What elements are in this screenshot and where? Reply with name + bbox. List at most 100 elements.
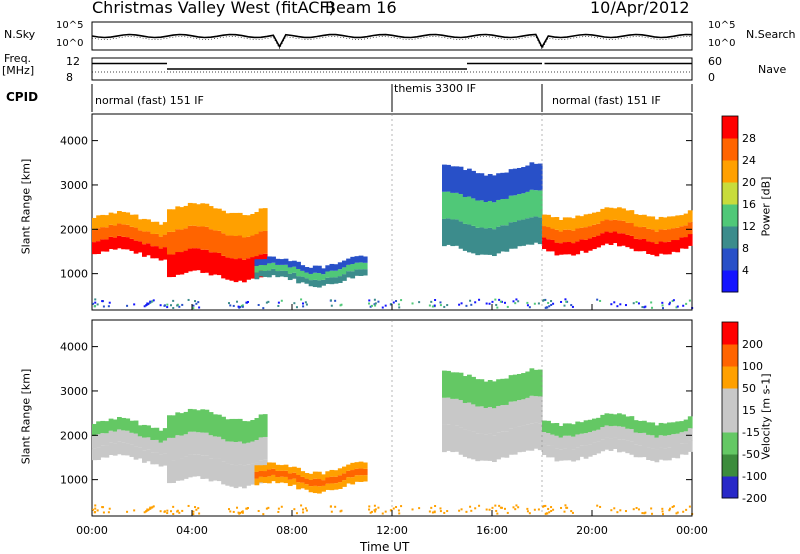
velocity-speckle (547, 507, 550, 510)
power-cell (567, 229, 572, 243)
noise-search-line (91, 36, 693, 50)
velocity-speckle (411, 508, 414, 511)
power-speckle (395, 300, 398, 303)
power-cell (454, 219, 460, 246)
power-cell (617, 207, 622, 221)
velocity-cell (325, 471, 331, 478)
velocity-cell (125, 443, 131, 456)
velocity-cell (529, 423, 535, 451)
velocity-colorbar-tick: 15 (742, 404, 756, 417)
velocity-cell (600, 439, 606, 452)
power-cell (558, 219, 564, 232)
power-cell (671, 228, 676, 241)
power-speckle (241, 304, 244, 307)
power-cell (675, 240, 681, 253)
power-cell (471, 198, 476, 226)
velocity-speckle (613, 507, 616, 510)
velocity-cell (662, 435, 668, 449)
power-cell (671, 240, 676, 252)
power-cell (508, 222, 514, 249)
velocity-cell (296, 474, 301, 483)
velocity-speckle (433, 510, 436, 513)
velocity-cell (633, 420, 639, 433)
power-cell (208, 206, 214, 230)
power-cell (237, 258, 243, 281)
velocity-cell (567, 435, 572, 449)
velocity-speckle (94, 511, 97, 514)
velocity-cell (354, 475, 360, 482)
velocity-cell (475, 433, 481, 462)
power-cell (667, 241, 672, 255)
velocity-cell (362, 462, 368, 469)
velocity-cell (467, 374, 472, 403)
velocity-speckle (610, 509, 613, 512)
power-cell (642, 238, 647, 252)
power-speckle (368, 302, 371, 305)
velocity-cell (479, 433, 485, 461)
velocity-cell (175, 435, 181, 459)
power-cell (500, 199, 506, 226)
power-speckle (178, 305, 181, 308)
velocity-speckle (159, 510, 162, 513)
velocity-speckle (428, 510, 431, 513)
velocity-cell (283, 470, 289, 477)
power-speckle (661, 304, 664, 307)
velocity-cell (471, 431, 476, 460)
power-cell (596, 211, 601, 224)
velocity-cell (283, 476, 289, 484)
power-cell (567, 217, 572, 230)
velocity-speckle (149, 506, 152, 509)
nave-tick-bottom: 0 (708, 71, 715, 84)
power-speckle (434, 299, 437, 302)
power-cell (479, 227, 485, 255)
velocity-speckle (304, 507, 307, 510)
velocity-cell (254, 471, 260, 479)
velocity-cell (329, 469, 335, 477)
velocity-cell (546, 420, 551, 434)
power-cell (533, 163, 539, 191)
power-speckle (552, 302, 555, 305)
power-cell (142, 244, 147, 257)
velocity-cell (679, 432, 685, 444)
power-cell (471, 170, 476, 199)
velocity-cell (121, 417, 126, 431)
velocity-speckle (485, 508, 488, 511)
power-cell (362, 256, 368, 263)
power-speckle (101, 300, 104, 303)
x-tick-label: 04:00 (176, 524, 208, 537)
velocity-speckle (550, 510, 553, 513)
velocity-speckle (126, 510, 129, 513)
power-cell (658, 216, 664, 230)
power-speckle (166, 306, 169, 309)
power-speckle (503, 301, 506, 304)
velocity-speckle (688, 505, 691, 508)
velocity-cell (321, 480, 326, 486)
velocity-cell (571, 424, 576, 437)
velocity-speckle (397, 509, 400, 512)
velocity-cell (129, 420, 135, 433)
velocity-cell (275, 470, 281, 478)
velocity-speckle (637, 508, 640, 511)
velocity-cell (242, 465, 247, 489)
velocity-cell (350, 477, 356, 485)
velocity-colorbar-swatch (722, 454, 738, 477)
velocity-speckle (496, 512, 499, 515)
velocity-speckle (632, 508, 635, 511)
power-speckle (688, 299, 691, 302)
velocity-speckle (517, 506, 520, 509)
power-cell (592, 224, 597, 237)
velocity-cell (262, 414, 268, 437)
velocity-cell (454, 372, 460, 399)
velocity-colorbar-tick: -100 (742, 470, 767, 483)
velocity-cell (342, 466, 347, 474)
power-cell (137, 241, 143, 253)
power-cell (542, 226, 547, 238)
power-cell (146, 231, 151, 244)
velocity-cell (108, 430, 114, 443)
power-cell (208, 229, 214, 253)
power-cell (471, 225, 476, 254)
power-speckle (257, 303, 260, 306)
power-cell (462, 170, 468, 197)
velocity-speckle (277, 507, 280, 510)
velocity-cell (621, 414, 626, 427)
